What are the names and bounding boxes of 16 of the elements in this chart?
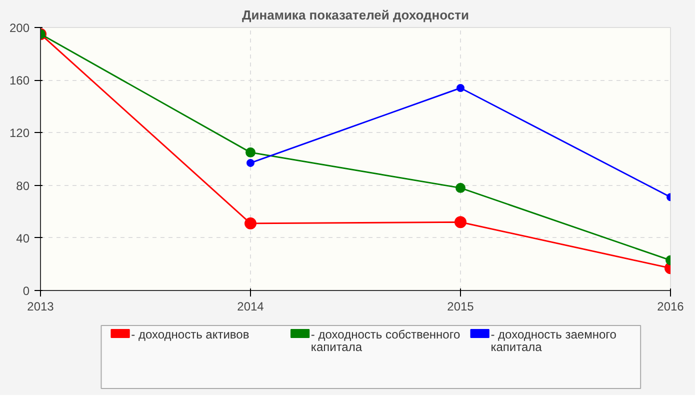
x-tick-label: 2015 [447, 300, 474, 314]
point [246, 158, 254, 167]
legend-label: - доходность собственного капитала [310, 328, 460, 354]
point [456, 84, 464, 92]
x-tick-label: 2013 [27, 300, 54, 314]
y-tick-label: 120 [9, 126, 30, 140]
legend-label: - доходность заемного капитала [490, 328, 617, 354]
y-tick-label: 0 [22, 284, 30, 298]
x-tick-label: 2016 [657, 300, 684, 314]
y-tick-label: 80 [16, 178, 30, 193]
legend-label: - доходность активов [131, 328, 250, 342]
x-tick-label: 2014 [237, 300, 264, 314]
y-tick-label: 40 [16, 231, 30, 246]
y-tick-label: 200 [9, 21, 30, 35]
y-tick-label: 160 [9, 74, 30, 88]
chart-title: Динамика показателей доходности [242, 8, 470, 22]
